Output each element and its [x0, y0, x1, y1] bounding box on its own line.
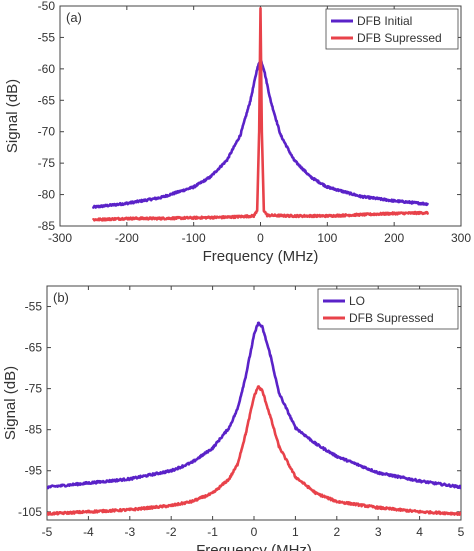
- x-tick-label: 200: [384, 231, 404, 245]
- x-tick-label: 100: [317, 231, 337, 245]
- legend-label: DFB Supressed: [349, 311, 434, 325]
- series-line: [47, 321, 461, 490]
- legend-box: [325, 8, 459, 50]
- y-tick-label: -55: [25, 300, 43, 314]
- x-tick-label: -200: [115, 231, 139, 245]
- y-axis-label: Signal (dB): [4, 79, 21, 153]
- x-tick-label: 0: [257, 231, 264, 245]
- series-line: [47, 385, 461, 516]
- x-tick-label: -300: [48, 231, 72, 245]
- x-tick-label: 4: [416, 525, 423, 539]
- x-tick-label: -2: [166, 525, 177, 539]
- x-tick-label: -5: [42, 525, 53, 539]
- legend-label: DFB Initial: [357, 14, 412, 28]
- x-tick-label: 3: [375, 525, 382, 539]
- panel-label: (a): [66, 10, 82, 25]
- x-axis-label: Frequency (MHz): [196, 542, 312, 551]
- x-tick-label: -1: [207, 525, 218, 539]
- x-tick-label: -4: [83, 525, 94, 539]
- x-tick-label: 0: [251, 525, 258, 539]
- y-tick-label: -80: [38, 188, 56, 202]
- y-tick-label: -65: [25, 341, 43, 355]
- legend-box: [317, 288, 459, 330]
- y-tick-label: -95: [25, 464, 43, 478]
- x-tick-label: -100: [182, 231, 206, 245]
- series-line: [92, 7, 429, 222]
- y-tick-label: -50: [38, 0, 56, 13]
- legend-label: LO: [349, 294, 365, 308]
- chart-panel: -300 -200 -100 0 100 200 300 -85 -80 -75 -70 -65 -60…: [4, 0, 471, 265]
- legend: LO DFB Supressed: [317, 288, 459, 330]
- panel-label: (b): [53, 290, 69, 305]
- y-tick-label: -60: [38, 62, 56, 76]
- x-tick-label: 1: [292, 525, 299, 539]
- y-tick-label: -65: [38, 93, 56, 107]
- y-axis-label: Signal (dB): [2, 366, 19, 440]
- x-tick-label: -3: [124, 525, 135, 539]
- y-tick-label: -75: [38, 156, 56, 170]
- y-tick-label: -55: [38, 30, 56, 44]
- y-tick-label: -85: [38, 219, 56, 233]
- x-tick-label: 300: [451, 231, 471, 245]
- chart-panel: -5 -4 -3 -2 -1 0 1 2 3 4 5 -105 -95 -85 -75 -65 -55 Frequ…: [2, 285, 465, 551]
- y-tick-label: -85: [25, 423, 43, 437]
- legend: DFB Initial DFB Supressed: [325, 8, 459, 50]
- x-axis-label: Frequency (MHz): [203, 248, 319, 265]
- legend-label: DFB Supressed: [357, 31, 442, 45]
- y-tick-label: -70: [38, 125, 56, 139]
- y-tick-label: -75: [25, 382, 43, 396]
- x-tick-label: 2: [333, 525, 340, 539]
- y-tick-label: -105: [18, 505, 42, 519]
- x-tick-label: 5: [458, 525, 465, 539]
